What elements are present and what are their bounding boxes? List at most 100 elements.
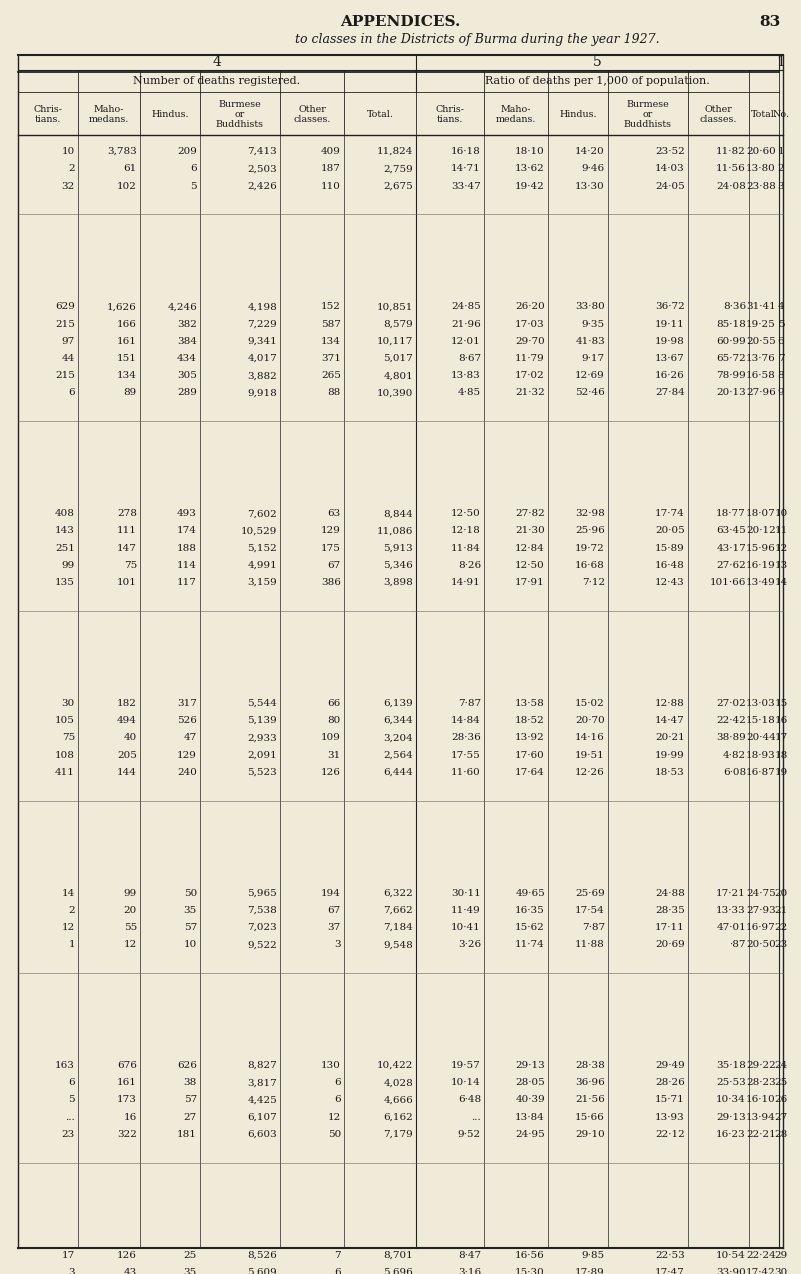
Text: 3,159: 3,159 — [248, 578, 277, 587]
Text: 3·16: 3·16 — [458, 1268, 481, 1274]
Text: 63·45: 63·45 — [716, 526, 746, 535]
Text: 6: 6 — [68, 1078, 75, 1087]
Text: 20·05: 20·05 — [655, 526, 685, 535]
Text: 24·05: 24·05 — [655, 181, 685, 191]
Text: 12·88: 12·88 — [655, 699, 685, 708]
Text: 5,346: 5,346 — [383, 561, 413, 569]
Text: 101: 101 — [117, 578, 137, 587]
Text: 6: 6 — [778, 336, 784, 345]
Text: 12·84: 12·84 — [515, 544, 545, 553]
Text: 7,179: 7,179 — [383, 1130, 413, 1139]
Text: 20·21: 20·21 — [655, 734, 685, 743]
Text: 4,425: 4,425 — [248, 1096, 277, 1105]
Text: Hindus.: Hindus. — [151, 110, 189, 118]
Text: 38: 38 — [183, 1078, 197, 1087]
Text: 8·26: 8·26 — [458, 561, 481, 569]
Text: 3·26: 3·26 — [458, 940, 481, 949]
Text: 12·01: 12·01 — [451, 336, 481, 345]
Text: 434: 434 — [177, 354, 197, 363]
Text: 16·18: 16·18 — [451, 147, 481, 157]
Text: 17·47: 17·47 — [655, 1268, 685, 1274]
Text: 6,344: 6,344 — [383, 716, 413, 725]
Text: ·87: ·87 — [730, 940, 746, 949]
Text: 4,801: 4,801 — [383, 371, 413, 380]
Text: 75: 75 — [62, 734, 75, 743]
Text: 14: 14 — [775, 578, 787, 587]
Text: 9·35: 9·35 — [582, 320, 605, 329]
Text: 28·05: 28·05 — [515, 1078, 545, 1087]
Text: 4·82: 4·82 — [723, 750, 746, 759]
Text: 384: 384 — [177, 336, 197, 345]
Text: 24·95: 24·95 — [515, 1130, 545, 1139]
Text: 135: 135 — [55, 578, 75, 587]
Text: 14·47: 14·47 — [655, 716, 685, 725]
Text: 15·96: 15·96 — [747, 544, 776, 553]
Text: 21·32: 21·32 — [515, 389, 545, 397]
Text: 10,390: 10,390 — [376, 389, 413, 397]
Text: 4·85: 4·85 — [458, 389, 481, 397]
Text: 3,783: 3,783 — [107, 147, 137, 157]
Text: 6: 6 — [334, 1078, 341, 1087]
Text: 10,529: 10,529 — [240, 526, 277, 535]
Text: 22·53: 22·53 — [655, 1251, 685, 1260]
Text: 13·03: 13·03 — [747, 699, 776, 708]
Text: 29·70: 29·70 — [515, 336, 545, 345]
Text: 6,162: 6,162 — [383, 1112, 413, 1121]
Text: 41·83: 41·83 — [575, 336, 605, 345]
Text: 27·02: 27·02 — [716, 699, 746, 708]
Text: 10·34: 10·34 — [716, 1096, 746, 1105]
Text: 143: 143 — [55, 526, 75, 535]
Text: 7: 7 — [334, 1251, 341, 1260]
Text: 15·89: 15·89 — [655, 544, 685, 553]
Text: 7,023: 7,023 — [248, 924, 277, 933]
Text: 17·54: 17·54 — [575, 906, 605, 915]
Text: 2,933: 2,933 — [248, 734, 277, 743]
Text: 17: 17 — [62, 1251, 75, 1260]
Text: 5: 5 — [191, 181, 197, 191]
Text: 23: 23 — [62, 1130, 75, 1139]
Text: 371: 371 — [321, 354, 341, 363]
Text: 494: 494 — [117, 716, 137, 725]
Text: 21·56: 21·56 — [575, 1096, 605, 1105]
Text: 13: 13 — [775, 561, 787, 569]
Text: 28·38: 28·38 — [575, 1061, 605, 1070]
Text: 25·53: 25·53 — [716, 1078, 746, 1087]
Text: 26·20: 26·20 — [515, 302, 545, 311]
Text: 114: 114 — [177, 561, 197, 569]
Text: 32·98: 32·98 — [575, 510, 605, 519]
Text: ...: ... — [471, 1112, 481, 1121]
Text: 215: 215 — [55, 371, 75, 380]
Text: 21·30: 21·30 — [515, 526, 545, 535]
Text: 23: 23 — [775, 940, 787, 949]
Text: 27: 27 — [183, 1112, 197, 1121]
Text: to classes in the Districts of Burma during the year 1927.: to classes in the Districts of Burma dur… — [295, 33, 660, 46]
Text: 19·25: 19·25 — [747, 320, 776, 329]
Text: 20·60: 20·60 — [747, 147, 776, 157]
Text: 55: 55 — [123, 924, 137, 933]
Text: 32: 32 — [62, 181, 75, 191]
Text: 27: 27 — [775, 1112, 787, 1121]
Text: 20·70: 20·70 — [575, 716, 605, 725]
Text: 66: 66 — [328, 699, 341, 708]
Text: 10,422: 10,422 — [376, 1061, 413, 1070]
Text: 8,701: 8,701 — [383, 1251, 413, 1260]
Text: 10: 10 — [183, 940, 197, 949]
Text: 11·74: 11·74 — [515, 940, 545, 949]
Text: 17·55: 17·55 — [451, 750, 481, 759]
Text: 7,229: 7,229 — [248, 320, 277, 329]
Text: 11·82: 11·82 — [716, 147, 746, 157]
Text: 17·42: 17·42 — [747, 1268, 776, 1274]
Text: 1,626: 1,626 — [107, 302, 137, 311]
Text: 17·21: 17·21 — [716, 888, 746, 898]
Text: 13·84: 13·84 — [515, 1112, 545, 1121]
Text: 13·33: 13·33 — [716, 906, 746, 915]
Text: 6,139: 6,139 — [383, 699, 413, 708]
Text: 151: 151 — [117, 354, 137, 363]
Text: 19·42: 19·42 — [515, 181, 545, 191]
Text: 8·47: 8·47 — [458, 1251, 481, 1260]
Text: 13·76: 13·76 — [747, 354, 776, 363]
Text: 13·67: 13·67 — [655, 354, 685, 363]
Text: 14·16: 14·16 — [575, 734, 605, 743]
Text: 4,246: 4,246 — [167, 302, 197, 311]
Text: 163: 163 — [55, 1061, 75, 1070]
